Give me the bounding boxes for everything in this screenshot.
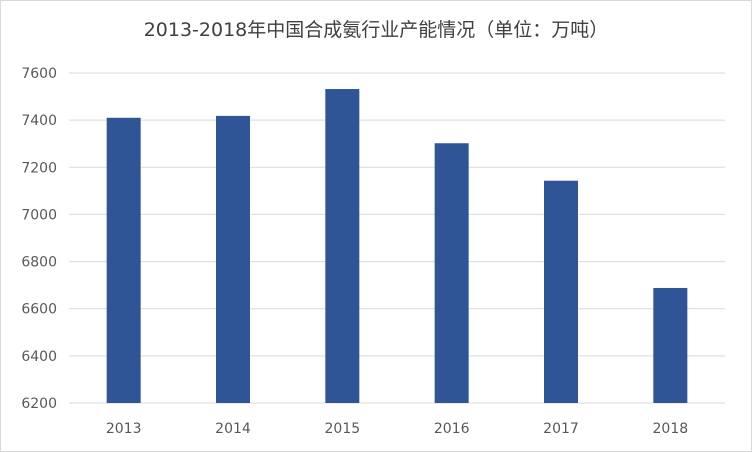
bars	[106, 89, 688, 404]
bar-2018	[653, 287, 688, 403]
bar-2015	[325, 89, 360, 404]
x-tick-label: 2018	[653, 421, 689, 437]
x-tick-label: 2015	[325, 421, 361, 437]
y-tick-label: 7200	[21, 160, 57, 176]
bar-2017	[544, 180, 578, 403]
y-tick-label: 6800	[21, 255, 57, 271]
x-axis-tick-labels: 2013 2014 2015 2016 2017 2018	[106, 421, 688, 437]
y-tick-label: 7000	[21, 207, 57, 223]
x-tick-label: 2016	[434, 421, 470, 437]
bar-2016	[434, 143, 469, 403]
y-axis-tick-labels: 6200 6400 6600 6800 7000 7200 7400 7600	[21, 66, 57, 412]
chart-title: 2013-2018年中国合成氨行业产能情况（单位：万吨）	[143, 19, 609, 41]
y-tick-label: 6600	[21, 302, 57, 318]
gridlines	[69, 72, 725, 404]
y-tick-label: 7600	[21, 66, 57, 82]
y-tick-label: 7400	[21, 113, 57, 129]
x-tick-label: 2014	[215, 421, 251, 437]
x-tick-label: 2017	[543, 421, 579, 437]
y-tick-label: 6200	[21, 396, 57, 412]
y-tick-label: 6400	[21, 349, 57, 365]
bar-2014	[216, 115, 250, 404]
bar-2013	[106, 117, 141, 404]
x-tick-label: 2013	[106, 421, 142, 437]
